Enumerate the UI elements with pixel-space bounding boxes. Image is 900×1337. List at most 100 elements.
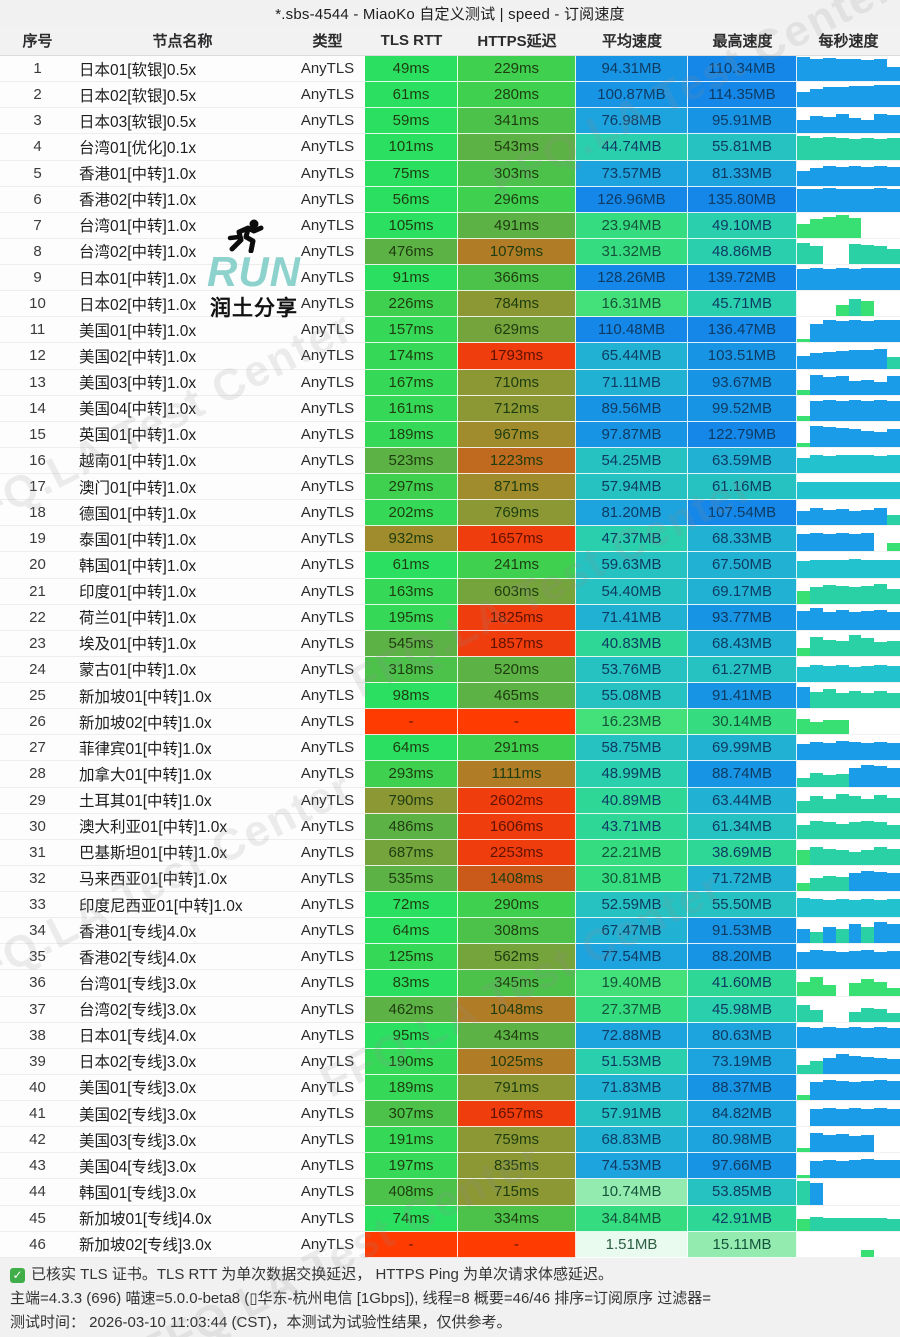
tls-rtt-cell: 61ms — [365, 552, 458, 579]
node-type: AnyTLS — [290, 918, 365, 945]
https-latency-cell: 491ms — [458, 212, 576, 239]
node-name: 美国01[中转]1.0x — [75, 317, 290, 344]
node-type: AnyTLS — [290, 82, 365, 109]
footer-test-time: 测试时间： 2026-03-10 11:03:44 (CST)，本测试为试验性结… — [10, 1314, 512, 1331]
node-type: AnyTLS — [290, 343, 365, 370]
tls-rtt-cell: 189ms — [365, 421, 458, 448]
node-name: 日本01[专线]4.0x — [75, 1022, 290, 1049]
max-speed-cell: 88.74MB — [688, 761, 797, 788]
speed-sparkline — [797, 944, 900, 971]
max-speed-cell: 53.85MB — [688, 1179, 797, 1206]
avg-speed-cell: 74.53MB — [576, 1153, 688, 1180]
row-index: 9 — [0, 265, 75, 292]
avg-speed-cell: 59.63MB — [576, 552, 688, 579]
speed-sparkline — [797, 526, 900, 553]
https-latency-cell: 303ms — [458, 160, 576, 187]
node-name: 新加坡02[中转]1.0x — [75, 709, 290, 736]
https-latency-cell: 712ms — [458, 395, 576, 422]
max-speed-cell: 88.20MB — [688, 944, 797, 971]
row-index: 38 — [0, 1022, 75, 1049]
node-name: 香港02[中转]1.0x — [75, 186, 290, 213]
table-row: 40 美国01[专线]3.0x AnyTLS 189ms 791ms 71.83MB 88.… — [0, 1074, 900, 1101]
speed-sparkline — [797, 108, 900, 135]
row-index: 17 — [0, 474, 75, 501]
row-index: 5 — [0, 160, 75, 187]
speed-sparkline — [797, 892, 900, 919]
table-row: 2 日本02[软银]0.5x AnyTLS 61ms 280ms 100.87MB 114.… — [0, 82, 900, 109]
max-speed-cell: 63.44MB — [688, 787, 797, 814]
header-node-name: 节点名称 — [152, 33, 213, 50]
tls-rtt-cell: 293ms — [365, 761, 458, 788]
tls-rtt-cell: 98ms — [365, 683, 458, 710]
node-type: AnyTLS — [290, 996, 365, 1023]
row-index: 15 — [0, 421, 75, 448]
https-latency-cell: 290ms — [458, 892, 576, 919]
max-speed-cell: 135.80MB — [688, 186, 797, 213]
avg-speed-cell: 52.59MB — [576, 892, 688, 919]
table-row: 6 香港02[中转]1.0x AnyTLS 56ms 296ms 126.96MB 135.… — [0, 186, 900, 213]
node-type: AnyTLS — [290, 813, 365, 840]
node-type: AnyTLS — [290, 1127, 365, 1154]
table-row: 35 香港02[专线]4.0x AnyTLS 125ms 562ms 77.54MB 88.… — [0, 944, 900, 971]
table-row: 26 新加坡02[中转]1.0x AnyTLS - -16.23MB 30.14MB — [0, 709, 900, 736]
node-type: AnyTLS — [290, 865, 365, 892]
avg-speed-cell: 16.23MB — [576, 709, 688, 736]
node-name: 日本03[软银]0.5x — [75, 108, 290, 135]
speed-sparkline — [797, 630, 900, 657]
speed-sparkline — [797, 238, 900, 265]
https-latency-cell: 1111ms — [458, 761, 576, 788]
avg-speed-cell: 48.99MB — [576, 761, 688, 788]
avg-speed-cell: 89.56MB — [576, 395, 688, 422]
https-latency-cell: 341ms — [458, 108, 576, 135]
https-latency-cell: 1606ms — [458, 813, 576, 840]
row-index: 3 — [0, 108, 75, 135]
speed-sparkline — [797, 683, 900, 710]
https-latency-cell: 1857ms — [458, 630, 576, 657]
table-row: 31 巴基斯坦01[中转]1.0x AnyTLS 687ms 2253ms 22.21MB… — [0, 839, 900, 866]
table-row: 3 日本03[软银]0.5x AnyTLS 59ms 341ms 76.98MB 95.91… — [0, 108, 900, 135]
tls-rtt-cell: 191ms — [365, 1127, 458, 1154]
node-name: 香港02[专线]4.0x — [75, 944, 290, 971]
table-row: 16 越南01[中转]1.0x AnyTLS 523ms 1223ms 54.25MB 63… — [0, 447, 900, 474]
speed-sparkline — [797, 578, 900, 605]
tls-rtt-cell: 318ms — [365, 656, 458, 683]
node-name: 蒙古01[中转]1.0x — [75, 656, 290, 683]
row-index: 35 — [0, 944, 75, 971]
speed-sparkline — [797, 787, 900, 814]
row-index: 37 — [0, 996, 75, 1023]
table-row: 43 美国04[专线]3.0x AnyTLS 197ms 835ms 74.53MB 97.… — [0, 1153, 900, 1180]
header-avg-speed: 平均速度 — [601, 33, 662, 50]
node-name: 土耳其01[中转]1.0x — [75, 787, 290, 814]
row-index: 32 — [0, 865, 75, 892]
table-row: 46 新加坡02[专线]3.0x AnyTLS - -1.51MB 15.11MB — [0, 1231, 900, 1258]
speed-sparkline — [797, 996, 900, 1023]
max-speed-cell: 49.10MB — [688, 212, 797, 239]
https-latency-cell: 769ms — [458, 500, 576, 527]
row-index: 2 — [0, 82, 75, 109]
table-row: 45 新加坡01[专线]4.0x AnyTLS 74ms 334ms 34.84MB 42.… — [0, 1205, 900, 1232]
table-row: 20 韩国01[中转]1.0x AnyTLS 61ms 241ms 59.63MB 67.5… — [0, 552, 900, 579]
node-type: AnyTLS — [290, 604, 365, 631]
https-latency-cell: - — [458, 709, 576, 736]
max-speed-cell: 114.35MB — [688, 82, 797, 109]
https-latency-cell: 1657ms — [458, 526, 576, 553]
node-type: AnyTLS — [290, 526, 365, 553]
row-index: 40 — [0, 1074, 75, 1101]
node-type: AnyTLS — [290, 552, 365, 579]
speed-sparkline — [797, 291, 900, 318]
avg-speed-cell: 27.37MB — [576, 996, 688, 1023]
table-row: 33 印度尼西亚01[中转]1.0x AnyTLS 72ms 290ms 52.59MB 5… — [0, 892, 900, 919]
row-index: 23 — [0, 630, 75, 657]
table-row: 18 德国01[中转]1.0x AnyTLS 202ms 769ms 81.20MB 107… — [0, 500, 900, 527]
avg-speed-cell: 23.94MB — [576, 212, 688, 239]
node-name: 日本02[专线]3.0x — [75, 1048, 290, 1075]
node-name: 加拿大01[中转]1.0x — [75, 761, 290, 788]
row-index: 27 — [0, 735, 75, 762]
https-latency-cell: 543ms — [458, 134, 576, 161]
table-row: 10 日本02[中转]1.0x AnyTLS 226ms 784ms 16.31MB 45.… — [0, 291, 900, 318]
table-row: 30 澳大利亚01[中转]1.0x AnyTLS 486ms 1606ms 43.71MB… — [0, 813, 900, 840]
node-name: 印度01[中转]1.0x — [75, 578, 290, 605]
node-name: 巴基斯坦01[中转]1.0x — [75, 839, 290, 866]
tls-rtt-cell: 91ms — [365, 265, 458, 292]
speed-sparkline — [797, 1048, 900, 1075]
